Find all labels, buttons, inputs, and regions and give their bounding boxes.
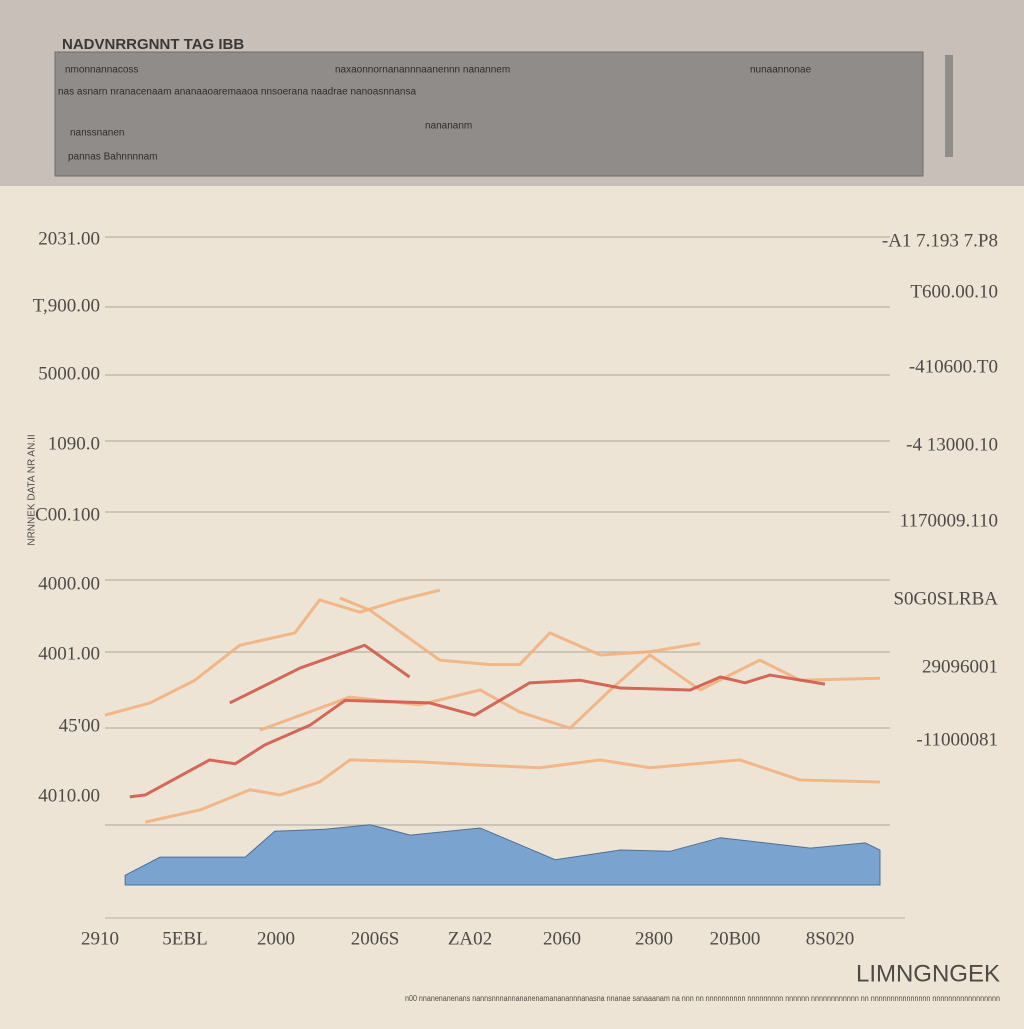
line — [259, 653, 881, 732]
header-box — [54, 51, 924, 177]
x-tick-label: 2006S — [351, 928, 400, 949]
x-tick-label: 20B00 — [710, 928, 761, 949]
y-axis-title: NRNNEK DATA NR AN.II — [27, 434, 38, 545]
brand: LIMNGNGEK — [856, 960, 1000, 987]
x-tick-label: 2000 — [257, 928, 295, 949]
x-tick-label: ZA02 — [448, 928, 492, 949]
y-tick-label: 45'00 — [59, 715, 100, 736]
y2-tick-label: S0G0SLRBA — [893, 588, 998, 609]
y2-tick-label: -A1 7.193 7.P8 — [882, 230, 998, 251]
y2-tick-label: -4 13000.10 — [906, 434, 998, 455]
chart-title: NADVNRRGNNT TAG IBB — [62, 36, 244, 53]
y-tick-label: T,900.00 — [33, 295, 100, 316]
header-text: nanananm — [425, 121, 472, 132]
header-text: nanssnanen — [70, 128, 125, 139]
x-tick-label: 8S020 — [806, 928, 855, 949]
y2-tick-label: -11000081 — [916, 729, 998, 750]
header-text: nunaannonae — [750, 65, 812, 76]
x-tick-label: 2060 — [543, 928, 581, 949]
line — [339, 596, 701, 667]
y-tick-label: C00.100 — [35, 504, 100, 525]
header-text: naxaonnornanannnaanennn nanannem — [335, 65, 510, 76]
y-tick-label: 5000.00 — [38, 363, 100, 384]
y-tick-label: 4000.00 — [38, 573, 100, 594]
y-tick-label: 4001.00 — [38, 643, 100, 664]
area — [124, 824, 881, 886]
line — [144, 758, 881, 824]
x-tick-label: 2800 — [635, 928, 673, 949]
x-tick-label: 2910 — [81, 928, 119, 949]
y2-tick-label: T600.00.10 — [910, 281, 998, 302]
line — [129, 673, 826, 799]
line — [104, 588, 441, 717]
y-tick-label: 2031.00 — [38, 228, 100, 249]
barcode — [945, 55, 953, 157]
footnote: n00 nnanenanenans nannsnnnannananenamana… — [405, 994, 1000, 1003]
header-text: nas asnarn nranacenaam ananaaoaremaaoa n… — [58, 87, 416, 98]
header-text: nmonnannacoss — [65, 65, 138, 76]
header-text: pannas Bahnnnnam — [68, 152, 158, 163]
line — [229, 643, 411, 705]
y2-tick-label: 1170009.110 — [900, 510, 998, 531]
x-tick-label: 5EBL — [162, 928, 207, 949]
y-tick-label: 4010.00 — [38, 785, 100, 806]
y-tick-label: 1090.0 — [48, 433, 100, 454]
y2-tick-label: -410600.T0 — [909, 356, 998, 377]
y2-tick-label: 29096001 — [922, 656, 998, 677]
